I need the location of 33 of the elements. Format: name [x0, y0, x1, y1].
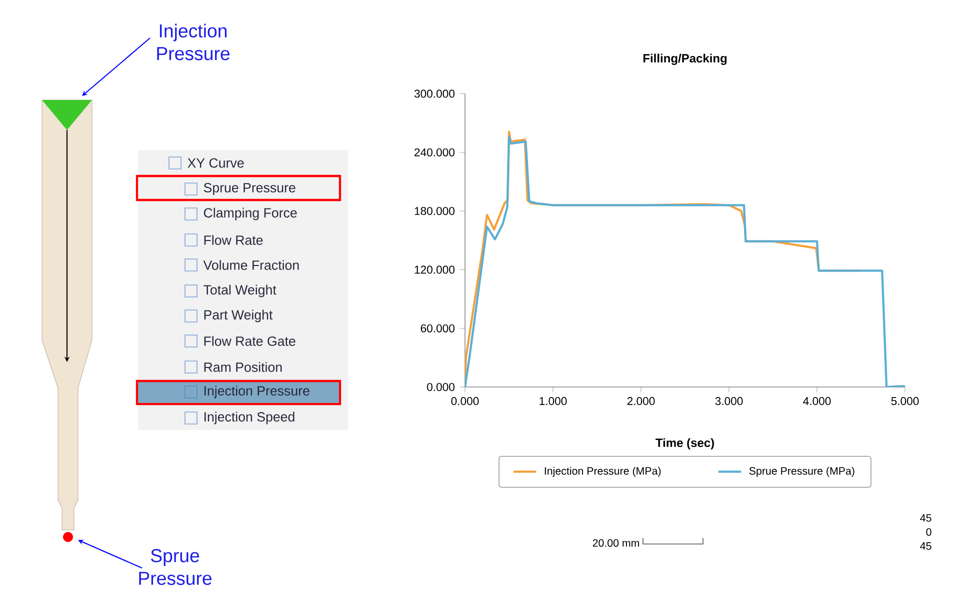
text: 45 — [920, 514, 932, 522]
text: Injection Pressure — [204, 386, 310, 398]
text: 45 — [920, 542, 932, 550]
y-tick-label: 300.000 — [414, 90, 455, 98]
text: Ram Position — [204, 362, 282, 372]
x-tick-label: 5.000 — [891, 397, 919, 406]
text: Injection Pressure — [157, 24, 230, 60]
x-tick-label: 4.000 — [803, 397, 831, 406]
text: Sprue Pressure — [204, 182, 296, 196]
legend-label: Injection Pressure (MPa) — [544, 466, 661, 477]
text: 20.00 mm — [592, 539, 640, 547]
y-tick-label: 60.000 — [420, 324, 455, 332]
text: XY Curve — [188, 158, 244, 168]
y-tick-label: 180.000 — [414, 207, 455, 216]
text: Part Weight — [204, 310, 273, 322]
x-tick-label: 3.000 — [715, 397, 743, 406]
text: Sprue Pressure — [139, 549, 212, 585]
text: Total Weight — [204, 284, 276, 298]
y-tick-label: 240.000 — [414, 148, 455, 156]
x-tick-label: 2.000 — [627, 397, 655, 406]
x-tick-label: 1.000 — [540, 397, 567, 406]
text: Flow Rate Gate — [204, 336, 296, 346]
x-axis-title: Time (sec) — [656, 438, 714, 450]
text: Injection Speed — [204, 412, 294, 424]
text: Flow Rate — [204, 235, 263, 245]
text: 0 — [926, 528, 932, 536]
chart-title: Filling/Packing — [643, 54, 727, 65]
text: Clamping Force — [204, 208, 297, 220]
text: Volume Fraction — [203, 260, 299, 270]
y-tick-label: 0.000 — [427, 383, 455, 392]
legend-label: Sprue Pressure (MPa) — [749, 466, 854, 477]
x-tick-label: 0.000 — [451, 397, 479, 406]
y-tick-label: 120.000 — [414, 266, 455, 274]
